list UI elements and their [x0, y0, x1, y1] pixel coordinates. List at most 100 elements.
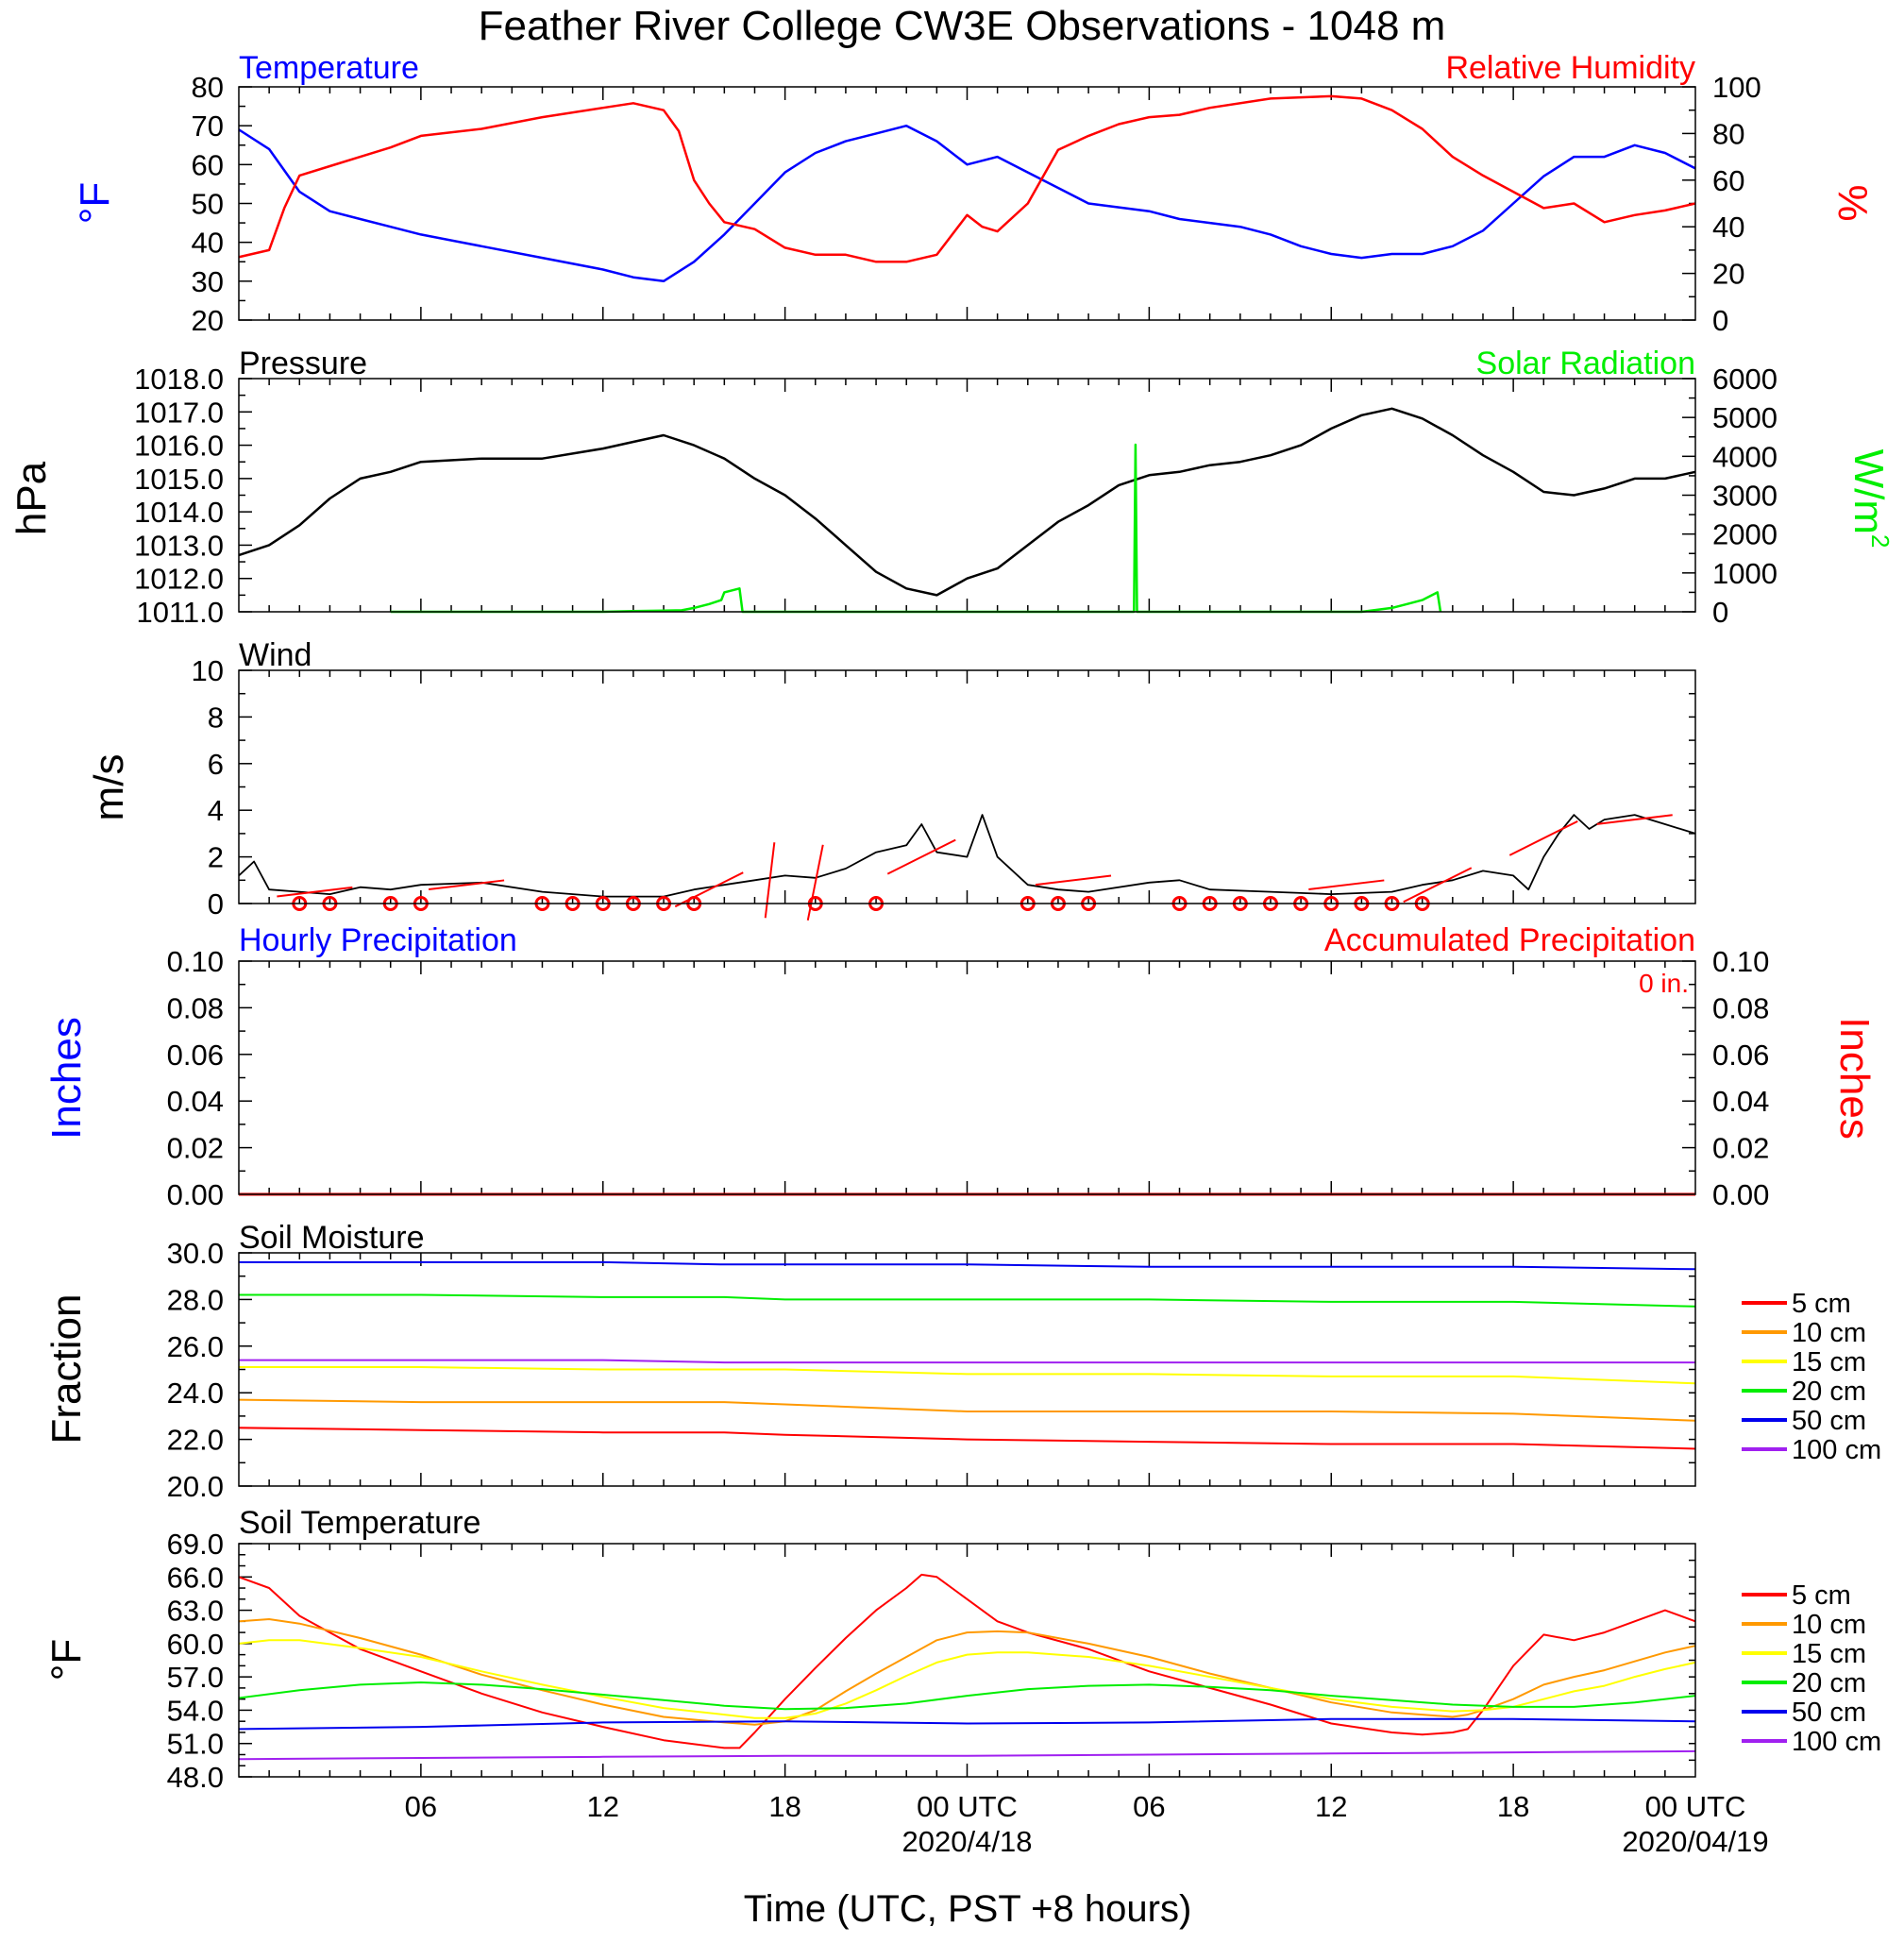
legend-label: 5 cm	[1792, 1580, 1851, 1611]
soil-moisture-line	[239, 1293, 1696, 1308]
p0-yaxis-left: 20 30 40 50 60 70 80	[192, 71, 252, 337]
legend-label: 100 cm	[1792, 1727, 1881, 1757]
y-tick-label: 26.0	[167, 1330, 224, 1363]
legend-label: 20 cm	[1792, 1377, 1866, 1407]
wind-barb	[1308, 879, 1385, 891]
p0-axis-ticks	[268, 87, 1666, 320]
x-tick-label: 12	[587, 1790, 619, 1823]
y-tick-label: 70	[192, 110, 224, 143]
panel-title-solar-radiation: Solar Radiation	[1476, 346, 1695, 381]
panel-title-soil-moisture: Soil Moisture	[239, 1220, 425, 1256]
x-tick-label: 00 UTC	[1645, 1790, 1746, 1823]
accumulated-total: 0 in.	[1639, 969, 1689, 998]
y-tick-label: 24.0	[167, 1377, 224, 1410]
y-tick-label: 5000	[1712, 401, 1778, 434]
panel-title-hourly-precipitation: Hourly Precipitation	[239, 922, 517, 958]
ylabel-wind: m/s	[86, 754, 132, 821]
ylabel-temperature: °F	[72, 182, 118, 224]
panel-wind: Wind m/s 0 2 4 6 8 10	[86, 637, 1696, 921]
soil-temperature-line	[238, 1681, 1696, 1711]
legend-label: 10 cm	[1792, 1318, 1866, 1348]
ylabel-soil-temperature: °F	[43, 1639, 90, 1681]
p3-frame	[238, 960, 1696, 1195]
y-tick-label: 0.04	[167, 1085, 224, 1118]
panel-soil-moisture: Soil Moisture Fraction 20.022.024.026.02…	[43, 1220, 1881, 1503]
y-tick-label: 10	[192, 654, 224, 687]
y-tick-label: 4	[208, 794, 224, 827]
y-tick-label: 0.10	[1712, 945, 1769, 978]
y-tick-label: 6000	[1712, 363, 1778, 396]
p0-frame	[238, 86, 1696, 321]
p1-axis-ticks	[268, 379, 1666, 612]
legend-label: 50 cm	[1792, 1698, 1866, 1728]
y-tick-label: 6	[208, 748, 224, 781]
p2-yaxis: 0 2 4 6 8 10	[192, 654, 1695, 921]
panel-precipitation: Hourly Precipitation Accumulated Precipi…	[43, 922, 1878, 1211]
soil-temperature-line	[238, 1573, 1696, 1749]
y-tick-label: 0.06	[1712, 1039, 1769, 1072]
ylabel-solar-radiation-group: W/m2	[1845, 449, 1895, 549]
x-tick-label: 00 UTC	[917, 1790, 1018, 1823]
temperature-line	[238, 124, 1696, 283]
soil-temperature-line	[238, 1717, 1696, 1731]
p4-axis-ticks	[268, 1253, 1666, 1486]
wind-barb	[806, 844, 824, 921]
soil-temperature-line	[238, 1749, 1696, 1761]
soil-moisture-line	[239, 1359, 1695, 1364]
y-tick-label: 2	[208, 841, 224, 874]
y-tick-label: 4000	[1712, 440, 1778, 473]
ylabel-relative-humidity: %	[1829, 184, 1876, 221]
panel-temperature-rh: Temperature Relative Humidity °F % 20 30 4…	[72, 50, 1876, 337]
legend-label: 10 cm	[1792, 1610, 1866, 1640]
soil-moisture-line	[239, 1260, 1696, 1271]
x-tick-label: 12	[1315, 1790, 1347, 1823]
y-tick-label: 1012.0	[134, 563, 224, 596]
y-tick-label: 30.0	[167, 1237, 224, 1270]
y-tick-label: 40	[1712, 211, 1744, 244]
y-tick-label: 8	[208, 701, 224, 734]
ylabel-hourly-precipitation: Inches	[43, 1017, 90, 1140]
panel-title-accumulated-precipitation: Accumulated Precipitation	[1324, 922, 1695, 958]
y-tick-label: 22.0	[167, 1424, 224, 1457]
panel-pressure-solar: Pressure Solar Radiation hPa W/m2 1011.0…	[8, 346, 1895, 629]
p5-yaxis: 48.051.054.057.060.063.066.069.0	[167, 1528, 1695, 1794]
y-tick-label: 80	[1712, 117, 1744, 150]
soil-moisture-line	[239, 1366, 1696, 1385]
y-tick-label: 0.04	[1712, 1085, 1769, 1118]
y-tick-label: 80	[192, 71, 224, 104]
y-tick-label: 51.0	[167, 1728, 224, 1761]
p0-yaxis-right: 0 20 40 60 80 100	[1682, 71, 1761, 337]
x-tick-label: 18	[1497, 1790, 1529, 1823]
wind-barb	[886, 838, 956, 875]
panel-title-relative-humidity: Relative Humidity	[1445, 50, 1695, 86]
y-tick-label: 0	[208, 887, 224, 921]
wind-barb	[1035, 874, 1112, 887]
wind-speed-line	[238, 814, 1696, 898]
y-tick-label: 0.00	[167, 1178, 224, 1211]
legend-label: 100 cm	[1792, 1435, 1881, 1465]
x-date-label: 2020/4/18	[902, 1825, 1033, 1858]
y-tick-label: 1015.0	[134, 463, 224, 496]
relative-humidity-line	[238, 94, 1696, 263]
y-tick-label: 60.0	[167, 1628, 224, 1661]
pressure-line	[238, 407, 1696, 597]
wind-barb	[764, 842, 776, 919]
y-tick-label: 1013.0	[134, 529, 224, 562]
wind-barb	[428, 879, 505, 891]
legend-label: 5 cm	[1792, 1289, 1851, 1319]
p5-series	[238, 1573, 1696, 1761]
panel-soil-temperature: Soil Temperature °F 48.051.054.057.060.0…	[43, 1505, 1881, 1794]
ylabel-pressure: hPa	[8, 461, 55, 535]
y-tick-label: 1018.0	[134, 363, 224, 396]
y-tick-label: 40	[192, 227, 224, 260]
y-tick-label: 69.0	[167, 1528, 224, 1561]
panel-title-temperature: Temperature	[239, 50, 419, 86]
legend-label: 15 cm	[1792, 1347, 1866, 1377]
y-tick-label: 1011.0	[136, 596, 224, 629]
p1-yaxis-left: 1011.01012.01013.01014.01015.01016.01017…	[134, 363, 252, 629]
p4-series	[238, 1260, 1696, 1450]
y-tick-label: 0.10	[167, 945, 224, 978]
